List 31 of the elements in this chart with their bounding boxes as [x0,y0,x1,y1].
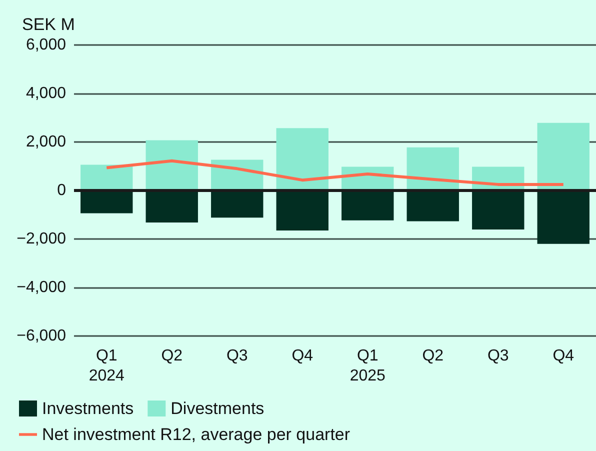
legend-label: Net investment R12, average per quarter [42,425,350,444]
bar [146,190,198,223]
x-tick-label: Q3 [226,348,248,364]
y-tick-label: −6,000 [16,328,66,344]
y-tick-label: −4,000 [16,279,66,296]
bar [342,190,394,220]
bar [537,122,590,190]
legend-label: Divestments [170,399,264,418]
y-axis-title: SEK M [22,15,75,34]
x-tick-label: Q2 [161,348,183,364]
x-tick-label: Q4 [552,348,574,364]
x-tick-label: Q4 [292,348,314,364]
y-tick-label: 0 [57,182,66,199]
bar [146,140,198,190]
line-series [105,159,565,186]
y-tick-label: 6,000 [26,36,66,54]
bar [406,190,459,222]
x-tick-label: Q1 2024 [88,348,125,384]
x-tick-label: Q2 [422,348,444,364]
bar [472,190,524,230]
legend-label: Investments [42,399,134,418]
y-tick-label: −2,000 [16,230,66,248]
bar [276,128,328,190]
x-tick-label: Q3 [487,348,509,364]
bar [80,190,133,214]
x-tick-label: Q1 2025 [350,348,386,384]
bar [276,190,328,231]
bar [211,190,264,218]
y-tick-label: 4,000 [26,85,66,102]
y-tick-label: 2,000 [26,134,66,150]
bar [537,190,590,244]
